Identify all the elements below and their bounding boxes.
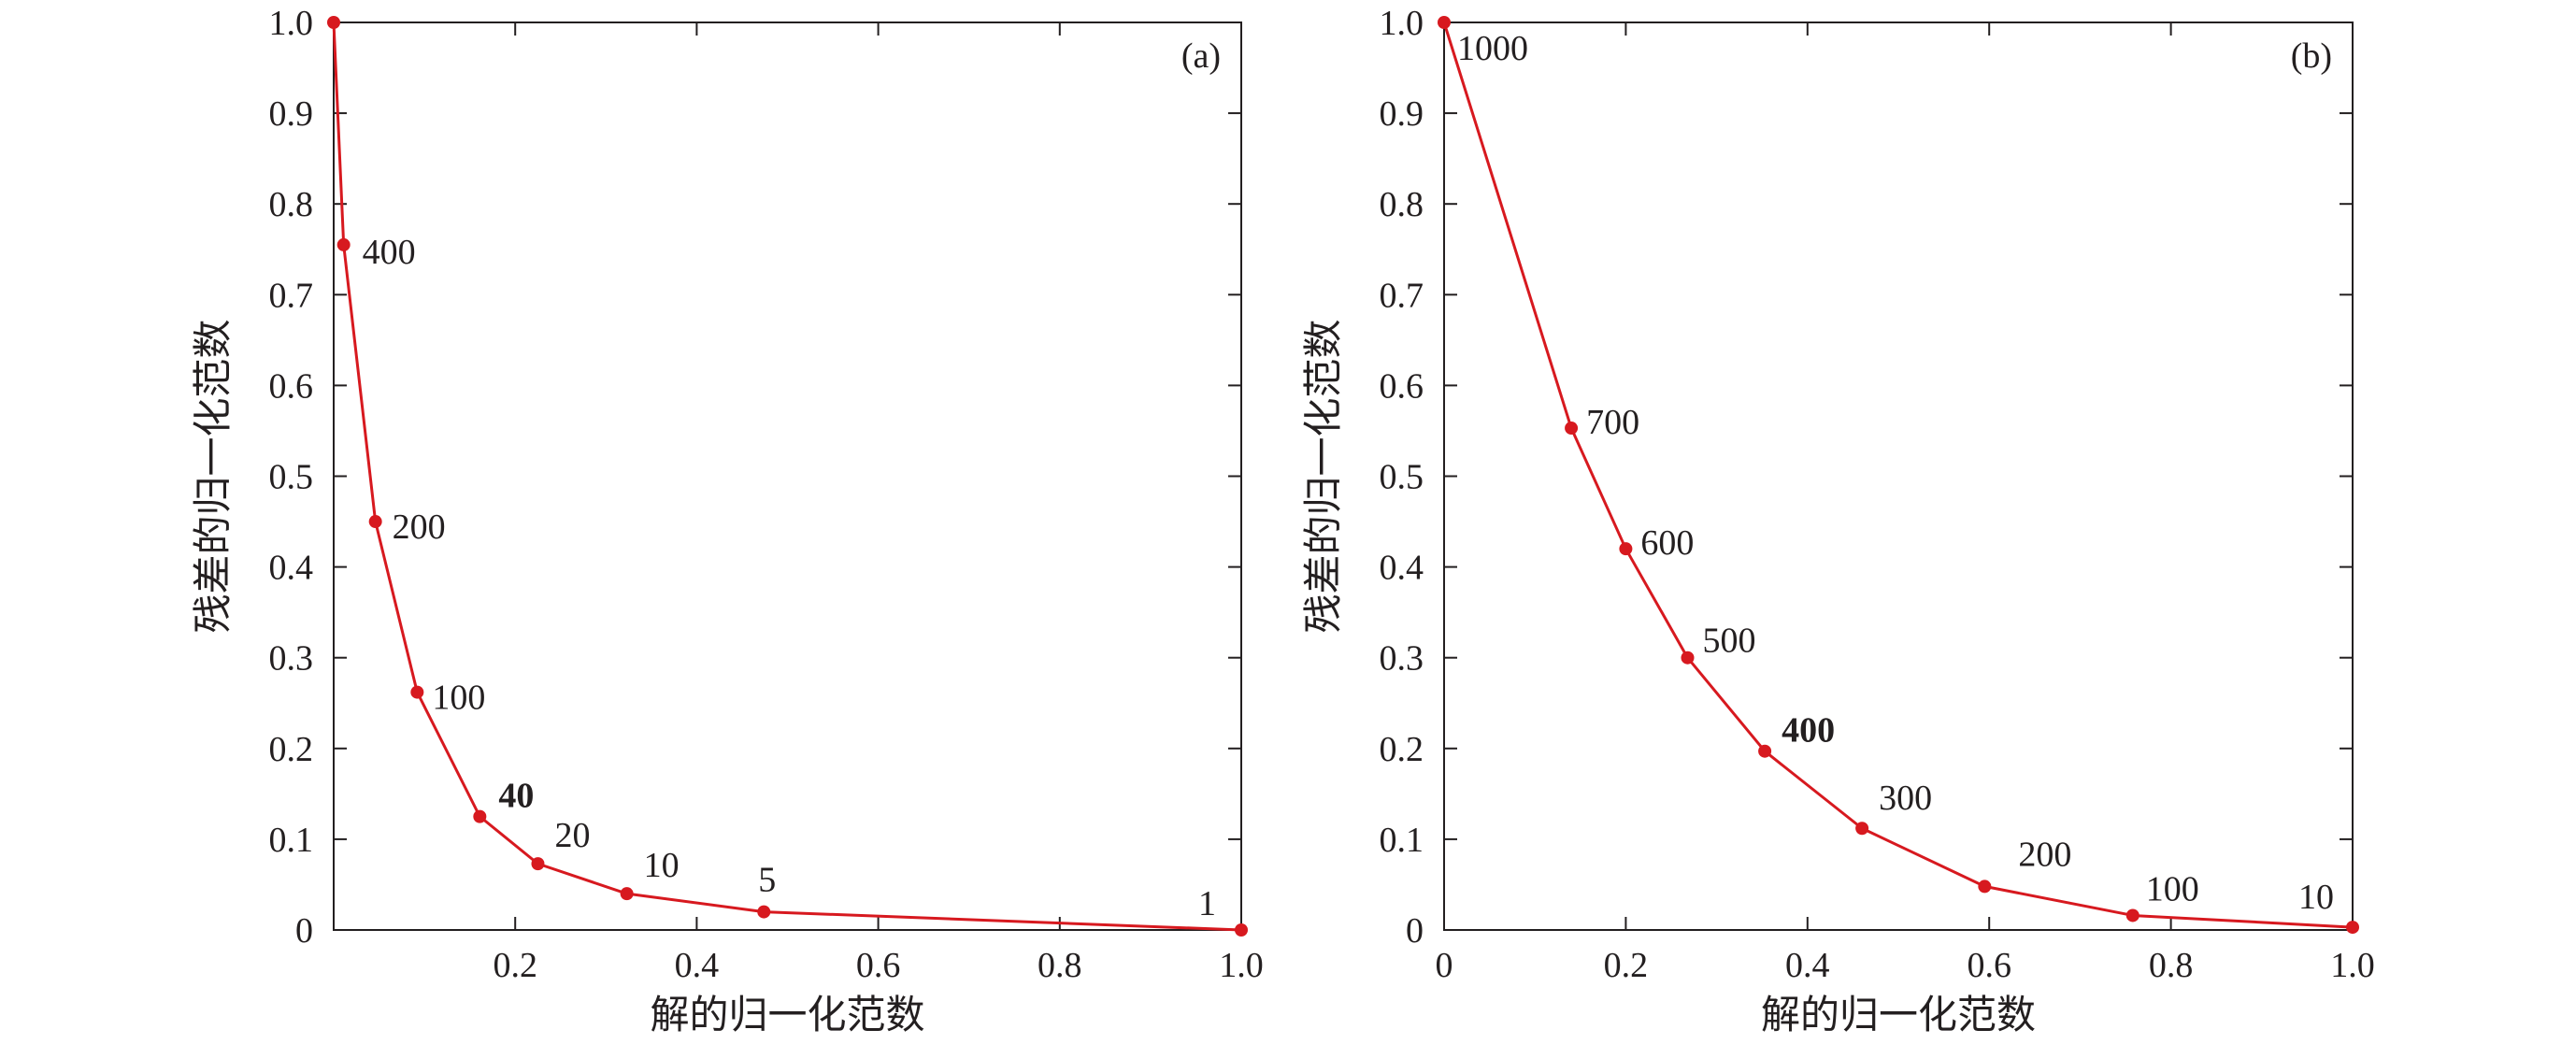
panel-b-point-label: 400 xyxy=(1782,711,1835,751)
panel-b-data-point xyxy=(1681,651,1695,665)
panel-b-x-tick-label: 0.2 xyxy=(1604,946,1649,985)
panel-b-data-point xyxy=(1758,744,1772,758)
panel-b-data-point xyxy=(1855,822,1869,836)
panel-a-data-point xyxy=(336,237,351,251)
panel-b-data-point xyxy=(1565,422,1579,436)
panel-b-data-point xyxy=(2125,908,2140,922)
panel-a-y-tick-label: 0.9 xyxy=(269,94,314,134)
panel-b-y-tick-label: 0.6 xyxy=(1380,366,1424,406)
panel-b-y-tick-label: 0.3 xyxy=(1380,639,1424,679)
panel-b-y-tick-label: 0.4 xyxy=(1380,549,1424,588)
panel-b-x-tick-label: 0.4 xyxy=(1785,946,1830,985)
panel-a-y-tick-label: 0.7 xyxy=(269,276,314,315)
panel-a-x-axis-title: 解的归一化范数 xyxy=(650,994,924,1037)
panel-b-y-tick-label: 0.1 xyxy=(1380,821,1424,860)
panel-a-y-tick-label: 0.3 xyxy=(269,639,314,679)
panel-a-y-tick-label: 0.1 xyxy=(269,821,314,860)
panel-b-panel-label: (b) xyxy=(2291,36,2332,76)
panel-a-data-point xyxy=(473,809,487,823)
panel-b-y-axis-title: 残差的归一化范数 xyxy=(1303,319,1346,633)
panel-b-data-point xyxy=(2346,921,2359,935)
panel-a-point-label: 200 xyxy=(393,508,446,547)
panel-b-point-label: 1000 xyxy=(1457,29,1528,68)
panel-b-x-tick-label: 0 xyxy=(1436,946,1453,985)
panel-a-data-point xyxy=(1235,923,1248,937)
panel-a-point-label: 40 xyxy=(498,777,534,816)
panel-b-y-tick-label: 0.5 xyxy=(1380,458,1424,497)
panel-a-y-tick-label: 0.6 xyxy=(269,366,314,406)
panel-b-y-tick-label: 0.9 xyxy=(1380,94,1424,134)
panel-b-x-tick-label: 0.8 xyxy=(2149,946,2194,985)
panel-b-x-tick-label: 1.0 xyxy=(2330,946,2375,985)
panel-a-point-label: 10 xyxy=(644,846,680,885)
panel-a-data-point xyxy=(531,857,545,871)
panel-b-point-label: 10 xyxy=(2298,878,2334,917)
panel-b-y-tick-label: 0.7 xyxy=(1380,276,1424,315)
panel-b-x-tick-label: 0.6 xyxy=(1967,946,2011,985)
panel-a-x-tick-label: 0.8 xyxy=(1038,946,1082,985)
panel-b-point-label: 500 xyxy=(1702,622,1755,661)
panel-b-point-label: 600 xyxy=(1640,523,1694,563)
panel-b-y-tick-label: 1.0 xyxy=(1380,4,1424,43)
panel-b-point-label: 700 xyxy=(1586,403,1639,442)
panel-b-x-axis-title: 解的归一化范数 xyxy=(1761,994,2036,1037)
panel-a-x-tick-label: 1.0 xyxy=(1219,946,1264,985)
panel-a-x-tick-label: 0.2 xyxy=(493,946,537,985)
panel-b-point-label: 200 xyxy=(2018,835,2071,874)
panel-a-point-label: 100 xyxy=(432,679,485,718)
panel-a-y-tick-label: 0.5 xyxy=(269,458,314,497)
panel-b-point-label: 300 xyxy=(1879,779,1932,818)
panel-a-y-tick-label: 0.4 xyxy=(269,549,314,588)
panel-a-y-axis-title: 残差的归一化范数 xyxy=(193,319,236,633)
panel-a-point-label: 1 xyxy=(1198,884,1216,923)
panel-a-data-point xyxy=(327,16,340,29)
panel-a-point-label: 400 xyxy=(363,233,416,272)
panel-a-x-tick-label: 0.4 xyxy=(675,946,720,985)
panel-a-data-point xyxy=(757,905,771,919)
panel-a-y-tick-label: 0.8 xyxy=(269,185,314,224)
panel-a-data-point xyxy=(368,515,382,529)
panel-a-x-tick-label: 0.6 xyxy=(856,946,901,985)
panel-a-data-point xyxy=(620,887,634,901)
panel-a-y-tick-label: 0.2 xyxy=(269,730,314,769)
panel-a-data-point xyxy=(410,685,424,699)
panel-a-point-label: 20 xyxy=(554,816,590,855)
panel-a-point-label: 5 xyxy=(758,861,776,900)
panel-a-y-tick-label: 0 xyxy=(295,911,313,951)
panel-b-point-label: 100 xyxy=(2146,869,2199,908)
panel-b-data-point xyxy=(1978,880,1992,894)
panel-b-data-point xyxy=(1619,542,1633,556)
panel-a-series-line xyxy=(332,21,1242,932)
panel-a-y-tick-label: 1.0 xyxy=(269,4,314,43)
panel-b-y-tick-label: 0.8 xyxy=(1380,185,1424,224)
panel-b-data-point xyxy=(1438,16,1451,29)
panel-b-y-tick-label: 0 xyxy=(1406,911,1424,951)
panel-b-y-tick-label: 0.2 xyxy=(1380,730,1424,769)
panel-a-panel-label: (a) xyxy=(1181,36,1221,76)
